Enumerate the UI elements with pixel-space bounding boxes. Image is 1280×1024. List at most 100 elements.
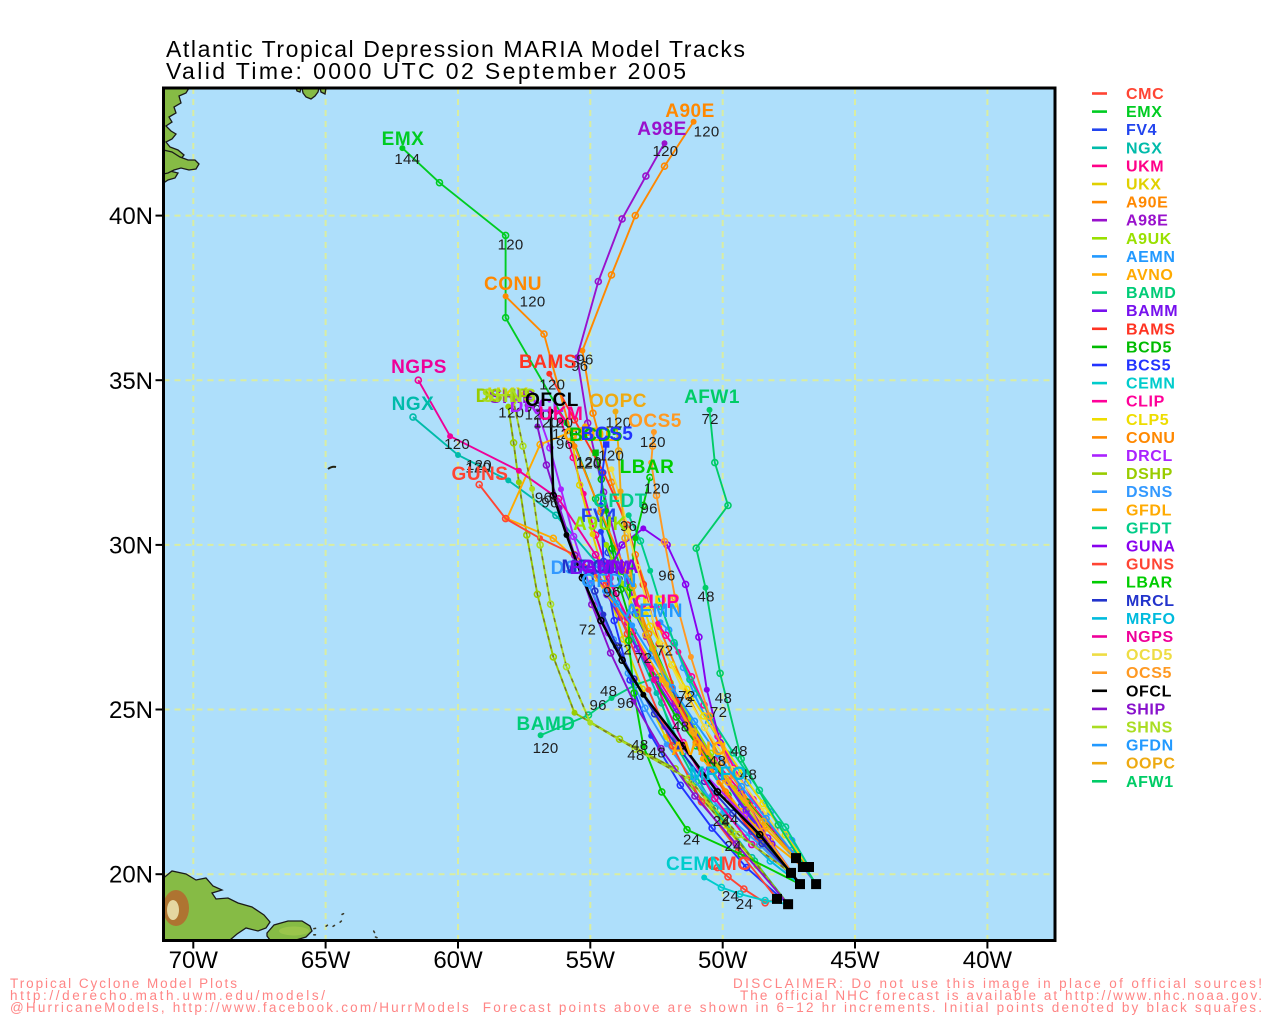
svg-text:GFDL: GFDL: [1126, 502, 1172, 519]
svg-text:96: 96: [571, 358, 588, 375]
svg-text:CMC: CMC: [1126, 86, 1164, 103]
svg-text:DSHP: DSHP: [1126, 466, 1173, 483]
svg-text:UKX: UKX: [487, 385, 529, 406]
svg-text:72: 72: [635, 650, 652, 667]
svg-text:24: 24: [736, 896, 753, 913]
svg-text:GUNS: GUNS: [452, 464, 509, 485]
svg-text:40W: 40W: [963, 947, 1013, 974]
svg-text:120: 120: [498, 405, 524, 422]
svg-text:96: 96: [603, 584, 620, 601]
svg-text:120: 120: [644, 480, 670, 497]
svg-text:UKM: UKM: [539, 404, 584, 425]
svg-text:120: 120: [552, 426, 578, 443]
svg-text:OCS5: OCS5: [628, 411, 682, 432]
svg-text:CONU: CONU: [484, 274, 542, 295]
svg-text:96: 96: [658, 568, 675, 585]
svg-text:24: 24: [683, 832, 700, 849]
svg-text:BAMS: BAMS: [1126, 321, 1176, 338]
svg-text:40N: 40N: [109, 203, 153, 230]
svg-text:MRFO: MRFO: [689, 764, 747, 785]
svg-text:NGPS: NGPS: [1126, 629, 1174, 646]
svg-text:OOPC: OOPC: [1126, 756, 1176, 773]
svg-text:OOPC: OOPC: [589, 391, 647, 412]
svg-text:65W: 65W: [301, 947, 351, 974]
svg-text:A90E: A90E: [1126, 195, 1168, 212]
svg-text:48: 48: [627, 747, 644, 764]
svg-text:DSHP: DSHP: [476, 386, 531, 407]
svg-text:120: 120: [498, 236, 524, 253]
svg-text:48: 48: [709, 753, 726, 770]
svg-text:DRCL: DRCL: [510, 396, 565, 417]
svg-text:96: 96: [590, 697, 607, 714]
svg-text:SHNS: SHNS: [1126, 720, 1173, 737]
svg-text:120: 120: [465, 460, 491, 477]
svg-text:30N: 30N: [109, 532, 153, 559]
svg-text:GFDL: GFDL: [563, 425, 617, 446]
svg-text:72: 72: [579, 622, 596, 639]
svg-text:96: 96: [541, 495, 558, 512]
svg-text:96: 96: [641, 501, 658, 518]
svg-text:120: 120: [547, 415, 573, 432]
svg-text:CLP5: CLP5: [628, 593, 679, 614]
svg-text:NGX: NGX: [1126, 140, 1162, 157]
svg-text:72: 72: [656, 643, 673, 660]
svg-text:AFW1: AFW1: [1126, 774, 1174, 791]
svg-text:A90E: A90E: [665, 101, 715, 122]
svg-text:EMX: EMX: [1126, 104, 1162, 121]
svg-text:LBAR: LBAR: [1126, 575, 1173, 592]
svg-text:BCS5: BCS5: [1126, 358, 1171, 375]
svg-text:UKX: UKX: [1126, 177, 1162, 194]
svg-text:Valid Time: 0000 UTC 02 Septem: Valid Time: 0000 UTC 02 September 2005: [166, 58, 686, 84]
svg-text:96: 96: [524, 399, 541, 416]
svg-text:MRFO: MRFO: [1126, 611, 1176, 628]
svg-text:25N: 25N: [109, 697, 153, 724]
svg-text:120: 120: [576, 456, 602, 473]
svg-text:48: 48: [698, 589, 715, 606]
svg-text:72: 72: [615, 641, 632, 658]
svg-text:DSNS: DSNS: [1126, 484, 1173, 501]
svg-text:144: 144: [394, 151, 420, 168]
svg-text:120: 120: [576, 454, 602, 471]
svg-text:48: 48: [631, 737, 648, 754]
svg-text:120: 120: [533, 414, 559, 431]
svg-text:48: 48: [672, 719, 689, 736]
svg-text:GUNS: GUNS: [1126, 557, 1175, 574]
svg-text:A9UK: A9UK: [1126, 231, 1172, 248]
svg-text:60W: 60W: [433, 947, 483, 974]
svg-text:24: 24: [713, 813, 730, 830]
svg-text:OFCL: OFCL: [525, 390, 579, 411]
svg-text:MRCL: MRCL: [562, 557, 619, 578]
svg-text:CONU: CONU: [1126, 430, 1176, 447]
svg-text:20N: 20N: [109, 862, 153, 889]
svg-text:48: 48: [740, 767, 757, 784]
svg-text:BAMM: BAMM: [569, 558, 630, 579]
svg-text:120: 120: [606, 415, 632, 432]
svg-text:96: 96: [556, 436, 573, 453]
svg-text:DSNS: DSNS: [551, 558, 606, 579]
svg-text:120: 120: [466, 457, 492, 474]
svg-text:96: 96: [620, 518, 637, 535]
svg-text:96: 96: [617, 695, 634, 712]
svg-text:120: 120: [520, 293, 546, 310]
svg-text:48: 48: [649, 744, 666, 761]
svg-text:A98E: A98E: [637, 119, 687, 140]
svg-text:DRCL: DRCL: [1126, 448, 1173, 465]
svg-text:AVNO: AVNO: [1126, 267, 1173, 284]
svg-text:48: 48: [715, 690, 732, 707]
svg-text:120: 120: [444, 436, 470, 453]
svg-text:120: 120: [533, 740, 559, 757]
svg-text:120: 120: [694, 124, 720, 141]
svg-text:BAMD: BAMD: [1126, 285, 1176, 302]
svg-text:24: 24: [725, 838, 742, 855]
svg-text:AEMN: AEMN: [625, 601, 683, 622]
svg-text:GFDT: GFDT: [593, 491, 647, 512]
svg-text:A9UK: A9UK: [573, 514, 627, 535]
svg-text:FV4: FV4: [1126, 122, 1157, 139]
svg-text:55W: 55W: [566, 947, 616, 974]
svg-text:GFDN: GFDN: [581, 571, 637, 592]
svg-text:SHIP: SHIP: [489, 387, 535, 408]
svg-text:96: 96: [576, 352, 593, 369]
svg-text:BCS5: BCS5: [581, 424, 634, 445]
svg-text:CMC: CMC: [707, 854, 752, 875]
svg-text:120: 120: [525, 407, 551, 424]
